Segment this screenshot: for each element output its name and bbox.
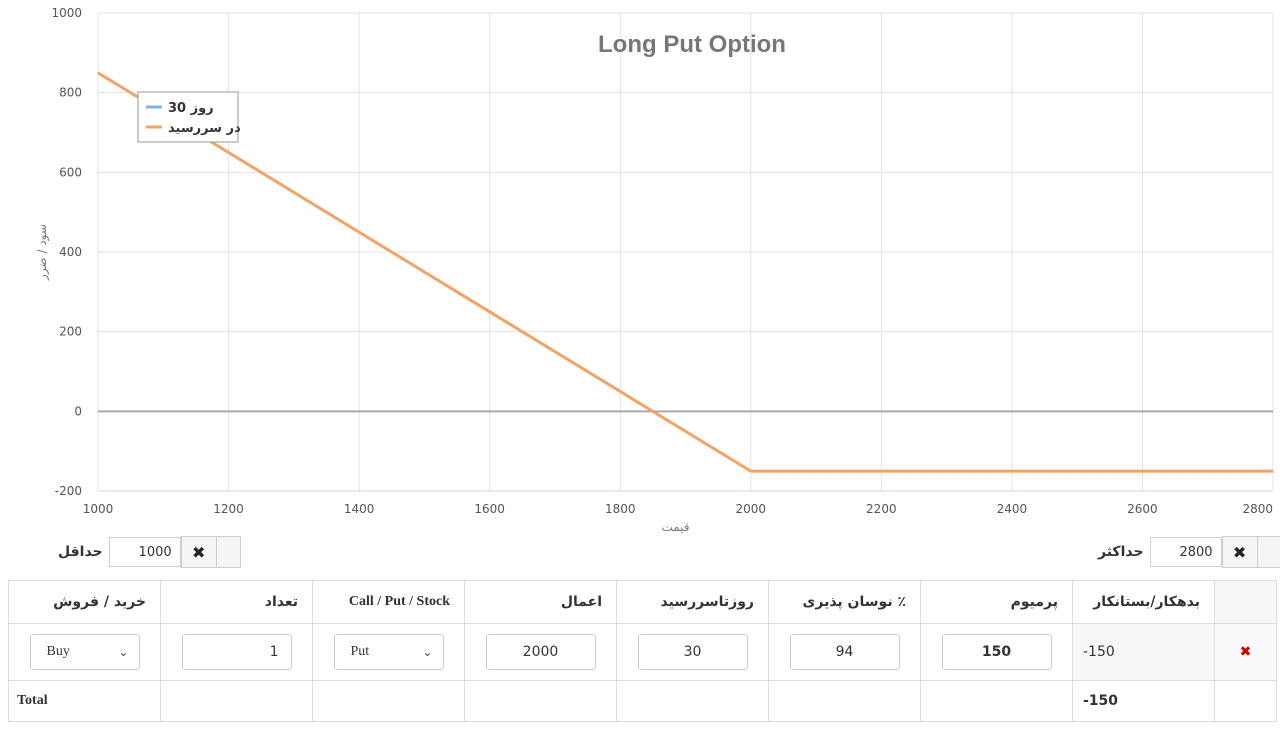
y-tick-label-6: 1000 bbox=[51, 6, 82, 20]
table-row: ✖ -150 Put ⌄ Buy ⌄ bbox=[8, 623, 1277, 681]
min-extra-button[interactable] bbox=[216, 536, 241, 568]
premium-input[interactable] bbox=[941, 634, 1052, 670]
type-select-value: Put bbox=[350, 644, 370, 659]
y-axis-label: سود / ضرر bbox=[35, 224, 50, 281]
legend-item-0[interactable]: روز 30 bbox=[168, 101, 214, 116]
x-tick-label-1: 1200 bbox=[213, 502, 244, 516]
min-input[interactable] bbox=[108, 537, 181, 567]
x-tick-label-8: 2600 bbox=[1127, 502, 1158, 516]
series-line-1 bbox=[97, 71, 1273, 473]
total-row: -150 Total bbox=[8, 680, 1277, 722]
min-range-control: حداقل ✖ bbox=[52, 536, 241, 568]
payoff-chart: Long Put Option -200 0 200 400 600 800 1000 10… bbox=[35, 6, 1274, 534]
chevron-down-icon: ⌄ bbox=[422, 644, 433, 659]
close-icon: ✖ bbox=[1232, 542, 1247, 562]
total-empty-cell bbox=[312, 680, 465, 722]
min-label: حداقل bbox=[58, 544, 103, 560]
side-select-value: Buy bbox=[46, 644, 70, 659]
days-to-expiry-input[interactable] bbox=[637, 634, 748, 670]
header-side: خرید / فروش bbox=[8, 580, 161, 624]
type-select[interactable]: Put ⌄ bbox=[333, 634, 444, 670]
debit-credit-value: -150 bbox=[1072, 623, 1215, 681]
chart-grid bbox=[97, 12, 1274, 492]
close-icon: ✖ bbox=[191, 542, 206, 562]
total-label: Total bbox=[8, 680, 161, 722]
total-value: -150 bbox=[1072, 680, 1215, 722]
legend-item-1[interactable]: در سررسید bbox=[168, 121, 241, 136]
header-quantity: تعداد bbox=[160, 580, 313, 624]
max-clear-button[interactable]: ✖ bbox=[1221, 536, 1258, 568]
max-extra-button[interactable] bbox=[1257, 536, 1280, 568]
chevron-down-icon: ⌄ bbox=[118, 644, 129, 659]
total-empty-cell bbox=[920, 680, 1073, 722]
y-axis-ticks: -200 0 200 400 600 800 1000 bbox=[51, 6, 82, 498]
header-volatility: ٪ نوسان پذیری bbox=[768, 580, 921, 624]
total-empty-cell bbox=[768, 680, 921, 722]
delete-icon[interactable]: ✖ bbox=[1239, 644, 1252, 660]
quantity-input[interactable] bbox=[181, 634, 292, 670]
y-tick-label-1: 0 bbox=[74, 404, 82, 418]
delete-row-button[interactable]: ✖ bbox=[1214, 623, 1277, 681]
header-days-to-expiry: روزتاسررسید bbox=[616, 580, 769, 624]
y-tick-label-3: 400 bbox=[59, 245, 82, 259]
max-label: حداکثر bbox=[1098, 544, 1144, 560]
strike-input[interactable] bbox=[485, 634, 596, 670]
x-tick-label-9: 2800 bbox=[1242, 502, 1273, 516]
chart-title: Long Put Option bbox=[598, 31, 786, 58]
x-tick-label-6: 2200 bbox=[866, 502, 897, 516]
x-tick-label-0: 1000 bbox=[83, 502, 114, 516]
legend-box bbox=[137, 91, 239, 143]
total-empty-cell bbox=[464, 680, 617, 722]
chart-series bbox=[97, 71, 1273, 473]
min-clear-button[interactable]: ✖ bbox=[180, 536, 217, 568]
y-tick-label-0: -200 bbox=[55, 484, 82, 498]
x-tick-label-3: 1600 bbox=[474, 502, 505, 516]
chart-legend[interactable]: روز 30 در سررسید bbox=[137, 91, 241, 143]
max-range-control: حداکثر ✖ bbox=[1092, 536, 1280, 568]
total-empty-cell bbox=[1214, 680, 1277, 722]
y-tick-label-4: 600 bbox=[59, 165, 82, 179]
x-tick-label-2: 1400 bbox=[344, 502, 375, 516]
options-table: بدهکار/بستانکار پرمیوم ٪ نوسان پذیری روز… bbox=[8, 580, 1277, 722]
x-axis-label: قیمت bbox=[661, 520, 689, 534]
table-header-row: بدهکار/بستانکار پرمیوم ٪ نوسان پذیری روز… bbox=[8, 580, 1277, 624]
y-tick-label-5: 800 bbox=[59, 86, 82, 100]
x-tick-label-5: 2000 bbox=[736, 502, 767, 516]
header-debit-credit: بدهکار/بستانکار bbox=[1072, 580, 1215, 624]
x-tick-label-7: 2400 bbox=[997, 502, 1028, 516]
total-empty-cell bbox=[616, 680, 769, 722]
x-tick-label-4: 1800 bbox=[605, 502, 636, 516]
x-axis-ticks: 1000 1200 1400 1600 1800 2000 2200 2400 2600 2800 bbox=[83, 502, 1273, 516]
volatility-input[interactable] bbox=[789, 634, 900, 670]
total-empty-cell bbox=[160, 680, 313, 722]
header-type: Call / Put / Stock bbox=[312, 580, 465, 624]
y-tick-label-2: 200 bbox=[59, 325, 82, 339]
header-strike: اعمال bbox=[464, 580, 617, 624]
header-premium: پرمیوم bbox=[920, 580, 1073, 624]
side-select[interactable]: Buy ⌄ bbox=[29, 634, 140, 670]
header-delete bbox=[1214, 580, 1277, 624]
max-input[interactable] bbox=[1149, 537, 1222, 567]
